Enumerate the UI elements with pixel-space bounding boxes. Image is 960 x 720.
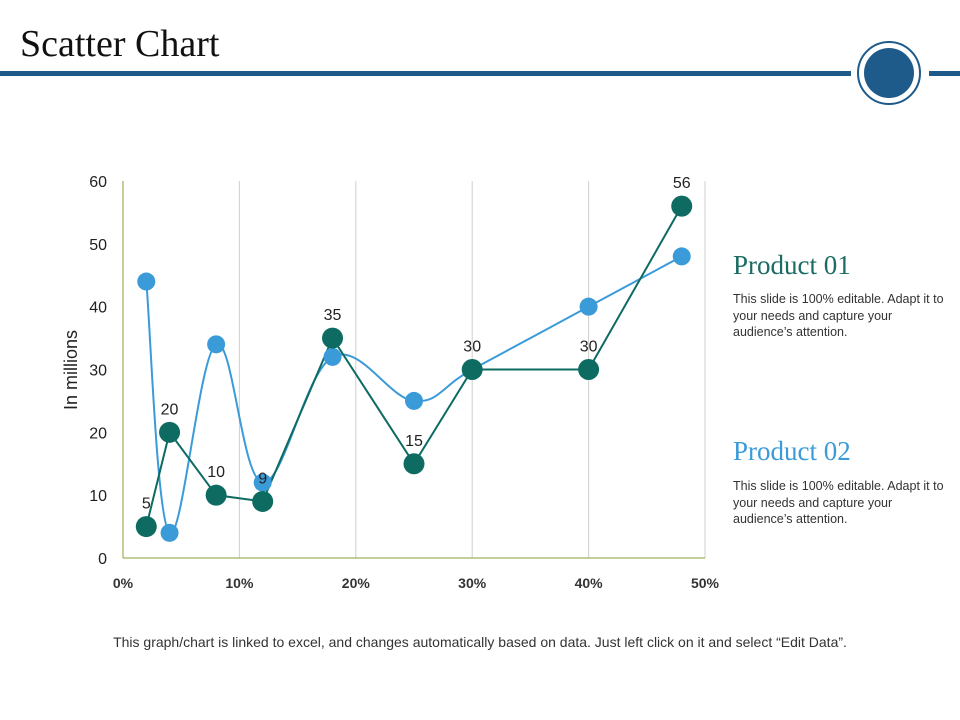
legend-product-01-description: This slide is 100% editable. Adapt it to… [733,292,944,339]
product-01-data-label: 35 [324,307,342,324]
header-rule-left [0,71,851,76]
legend-product-02-description: This slide is 100% editable. Adapt it to… [733,479,944,526]
y-tick-label: 60 [89,174,107,191]
product-01-point [159,421,181,443]
product-01-data-label: 15 [405,433,423,450]
x-tick-label: 10% [225,575,254,591]
product-01-data-label: 10 [207,464,225,481]
y-tick-label: 20 [89,425,107,442]
product-01-point [135,516,157,538]
product-01-data-label: 56 [673,175,691,192]
x-tick-label: 0% [113,575,134,591]
product-01-point [403,453,425,475]
product-02-point [579,297,598,316]
y-tick-label: 10 [89,488,107,505]
x-tick-label: 20% [342,575,371,591]
product-01-point [252,490,274,512]
header-circle-badge-fill [864,48,914,98]
product-01-data-label: 30 [580,339,598,356]
legend-product-01-title: Product 01 [733,250,851,280]
product-02-point [253,473,272,492]
x-tick-label: 30% [458,575,487,591]
slide-title: Scatter Chart [20,23,220,65]
legend-product-02-title: Product 02 [733,436,851,466]
x-tick-label: 40% [575,575,604,591]
product-01-point [671,195,693,217]
product-02-point [137,272,156,291]
y-tick-label: 0 [98,551,107,568]
product-02-point [672,247,691,266]
product-02-point [207,335,226,354]
product-01-point [578,359,600,380]
product-01-point [205,484,227,506]
x-tick-label: 50% [691,575,720,591]
product-01-data-label: 9 [258,470,267,487]
chart-footnote: This graph/chart is linked to excel, and… [113,634,847,650]
product-01-data-label: 30 [463,339,481,356]
y-tick-label: 30 [89,363,107,380]
product-01-data-label: 20 [161,401,179,418]
product-02-point [405,391,423,410]
header-rule-right [929,71,960,76]
y-axis-title: In millions [61,330,81,410]
product-01-data-label: 5 [142,496,151,513]
product-02-point [160,523,179,542]
header-circle-badge [857,41,921,105]
product-01-line [145,205,683,527]
y-tick-label: 50 [89,237,107,254]
product-01-point [461,359,483,380]
product-01-point [322,327,344,349]
product-02-point [323,347,342,366]
y-tick-label: 40 [89,300,107,317]
